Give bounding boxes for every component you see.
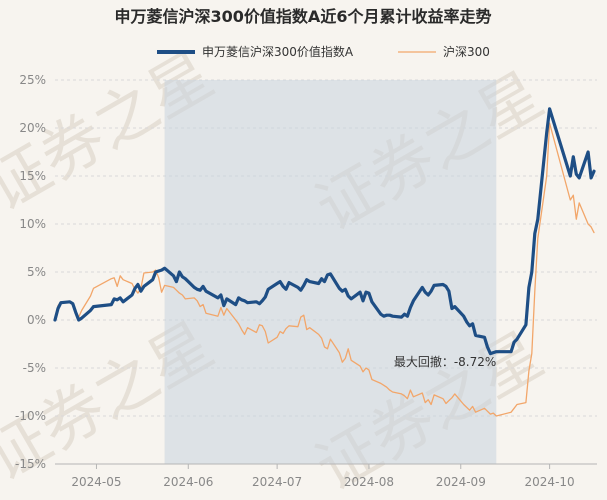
legend-label-fund: 申万菱信沪深300价值指数A: [202, 44, 354, 59]
legend-label-index: 沪深300: [443, 45, 490, 59]
y-tick-label: 0%: [27, 313, 46, 327]
x-tick-label: 2024-05: [71, 475, 121, 489]
chart-title: 申万菱信沪深300价值指数A近6个月累计收益率走势: [115, 7, 492, 26]
y-tick-label: -10%: [15, 409, 46, 423]
drawdown-label: 最大回撤：-8.72%: [394, 354, 496, 369]
y-tick-label: 20%: [19, 121, 46, 135]
y-tick-label: 5%: [27, 265, 46, 279]
y-tick-label: -15%: [15, 457, 46, 471]
x-tick-label: 2024-09: [436, 475, 486, 489]
series-line-index: [54, 122, 595, 417]
legend: 申万菱信沪深300价值指数A 沪深300: [157, 44, 490, 59]
x-tick-label: 2024-10: [525, 475, 575, 489]
y-tick-label: 15%: [19, 169, 46, 183]
series-line-fund: [53, 107, 596, 356]
y-tick-label: -5%: [23, 361, 46, 375]
x-tick-label: 2024-06: [163, 475, 213, 489]
x-tick-label: 2024-07: [252, 475, 302, 489]
x-tick-label: 2024-08: [344, 475, 394, 489]
drawdown-area: [164, 80, 497, 464]
y-tick-label: 10%: [19, 217, 46, 231]
drawdown-layer: [164, 80, 497, 464]
y-tick-label: 25%: [19, 73, 46, 87]
axes: 25% 20% 15% 10% 5% 0% -5% -10% -15% 2024-05 2024-0…: [15, 73, 597, 489]
series-lines: [53, 107, 596, 417]
annotations: 最大回撤：-8.72%: [394, 354, 496, 369]
